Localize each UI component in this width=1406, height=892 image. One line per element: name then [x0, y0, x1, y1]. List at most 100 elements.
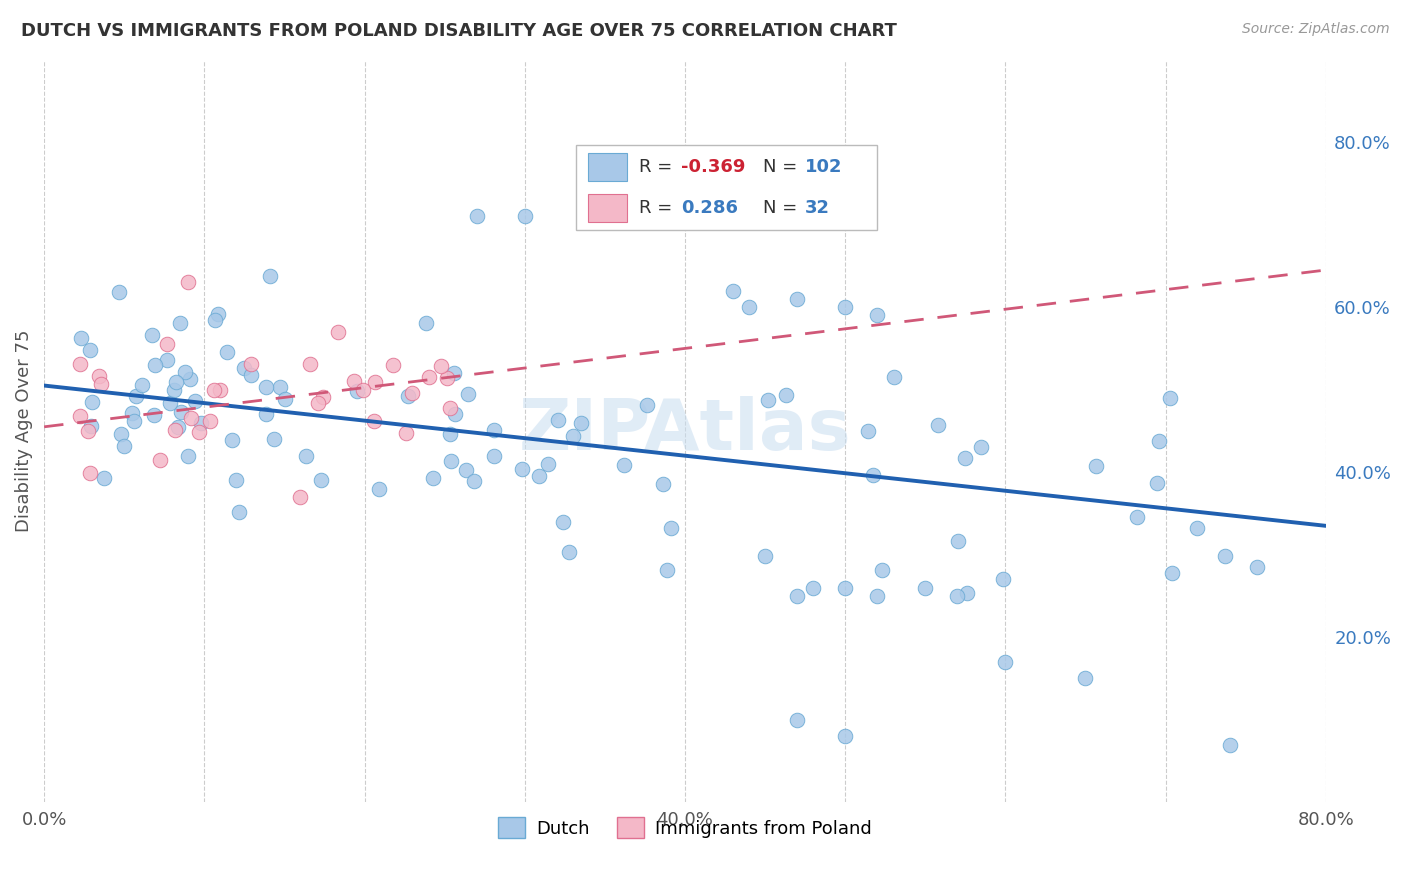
Point [834, 581, 856, 595]
Point [274, 392, 297, 407]
Point [198, 414, 221, 428]
Point [70, 331, 93, 345]
Point [121, 406, 143, 420]
Point [883, 369, 905, 384]
Point [156, 353, 179, 368]
Point [557, 545, 579, 559]
Point [463, 475, 485, 489]
Point [553, 515, 575, 529]
Point [482, 450, 505, 464]
Point [1084, 458, 1107, 473]
Point [131, 378, 153, 392]
Point [184, 393, 207, 408]
Text: ZIPAtlas: ZIPAtlas [519, 396, 851, 466]
Point [290, 490, 312, 504]
Point [87, 369, 110, 384]
Point [79, 466, 101, 480]
Point [77, 425, 100, 439]
Point [436, 371, 458, 385]
Point [169, 405, 191, 419]
Point [970, 440, 993, 454]
Point [862, 468, 884, 483]
Point [513, 210, 536, 224]
Point [352, 384, 374, 398]
Point [110, 426, 132, 441]
Point [215, 345, 238, 359]
Point [221, 433, 243, 447]
Point [547, 412, 569, 426]
Point [180, 410, 202, 425]
Point [254, 407, 277, 421]
Point [90, 377, 112, 392]
Point [80, 418, 103, 433]
Point [311, 473, 333, 487]
Point [142, 408, 165, 422]
Point [259, 268, 281, 283]
Point [418, 369, 440, 384]
Point [326, 325, 349, 339]
Point [439, 401, 461, 415]
Point [866, 309, 889, 323]
Point [561, 428, 583, 442]
Point [422, 471, 444, 485]
Point [527, 469, 550, 483]
Point [239, 368, 262, 382]
Point [721, 284, 744, 298]
Point [801, 581, 824, 595]
Point [79, 343, 101, 358]
Point [856, 424, 879, 438]
Point [188, 425, 211, 439]
Point [312, 390, 335, 404]
Point [208, 383, 231, 397]
Point [269, 379, 291, 393]
Y-axis label: Disability Age Over 75: Disability Age Over 75 [15, 330, 32, 533]
Point [225, 473, 247, 487]
Point [346, 384, 368, 398]
Text: DUTCH VS IMMIGRANTS FROM POLAND DISABILITY AGE OVER 75 CORRELATION CHART: DUTCH VS IMMIGRANTS FROM POLAND DISABILI… [21, 22, 897, 40]
Point [1219, 738, 1241, 752]
Point [363, 413, 385, 427]
Point [122, 414, 145, 428]
Point [396, 389, 419, 403]
Point [1074, 672, 1097, 686]
Point [169, 317, 191, 331]
Point [112, 439, 135, 453]
Point [141, 327, 163, 342]
Point [946, 533, 969, 548]
Point [395, 426, 418, 441]
Point [93, 471, 115, 485]
Point [190, 416, 212, 430]
Point [834, 300, 856, 314]
Point [202, 383, 225, 397]
Point [149, 453, 172, 467]
Point [946, 589, 969, 603]
Point [1161, 566, 1184, 580]
Point [1147, 434, 1170, 449]
Point [652, 476, 675, 491]
Point [69, 409, 91, 423]
Point [364, 376, 387, 390]
Point [162, 384, 184, 398]
Point [167, 420, 190, 434]
Point [1187, 521, 1209, 535]
Point [232, 360, 254, 375]
Point [382, 358, 405, 372]
Point [177, 276, 200, 290]
Point [991, 573, 1014, 587]
Text: Source: ZipAtlas.com: Source: ZipAtlas.com [1241, 22, 1389, 37]
Point [263, 432, 285, 446]
Point [294, 450, 316, 464]
Point [537, 457, 560, 471]
Point [956, 586, 979, 600]
Point [465, 210, 488, 224]
Point [1125, 509, 1147, 524]
Point [239, 357, 262, 371]
Point [756, 392, 779, 407]
Point [659, 521, 682, 535]
Point [179, 372, 201, 386]
Point [775, 388, 797, 402]
Point [165, 375, 187, 389]
Point [444, 407, 467, 421]
Point [872, 563, 894, 577]
Point [204, 312, 226, 326]
